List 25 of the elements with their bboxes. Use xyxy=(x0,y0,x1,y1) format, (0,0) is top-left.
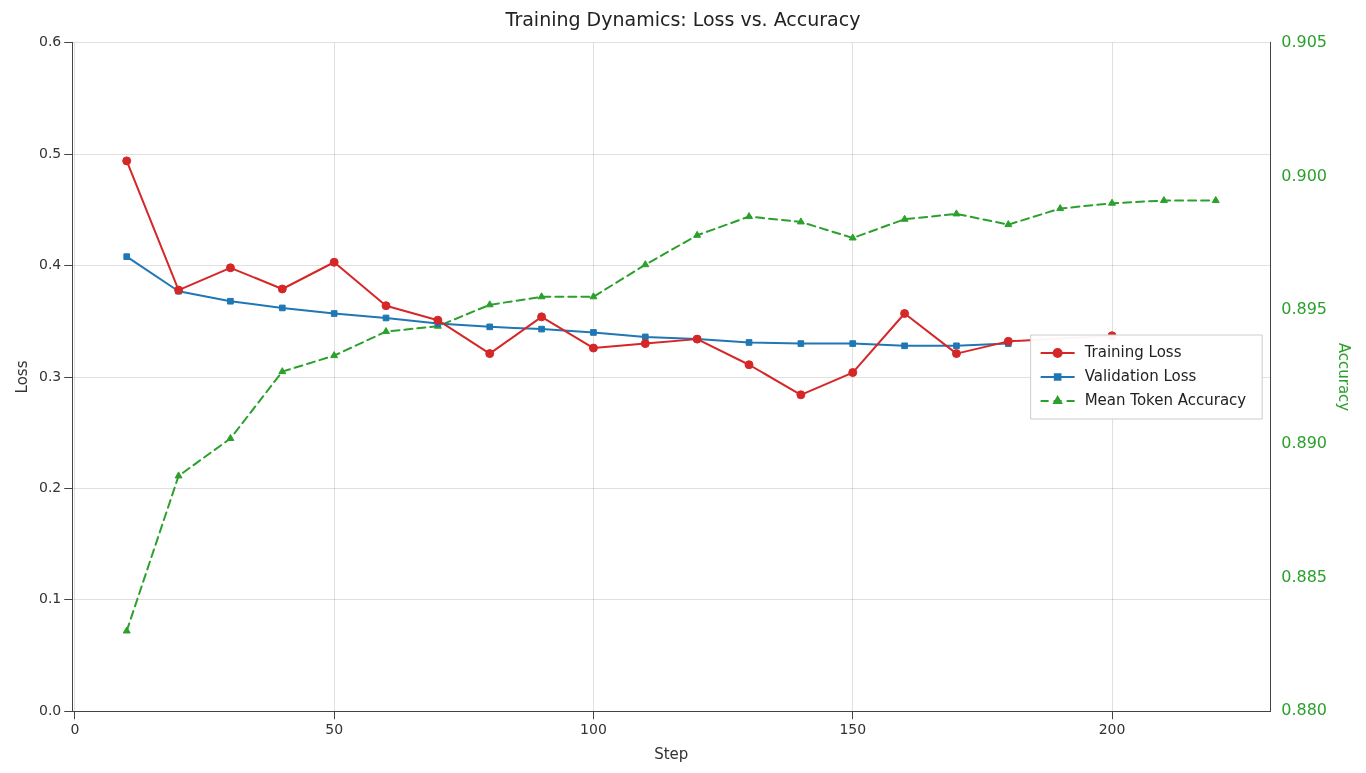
x-tick-label: 0 xyxy=(70,721,80,738)
y-tick-label: 0.2 xyxy=(39,479,62,496)
chart-title: Training Dynamics: Loss vs. Accuracy xyxy=(504,8,861,31)
y-tick-label: 0.0 xyxy=(39,701,62,718)
x-tick-label: 50 xyxy=(325,721,344,738)
x-tick-label: 200 xyxy=(1098,721,1126,738)
y2-tick-label: 0.880 xyxy=(1281,700,1328,720)
y-tick-label: 0.1 xyxy=(39,590,62,607)
y-axis-title: Loss xyxy=(12,360,31,394)
y-tick-label: 0.3 xyxy=(39,367,62,384)
y2-tick-label: 0.890 xyxy=(1281,433,1328,452)
x-axis-title: Step xyxy=(654,744,689,763)
x-tick-label: 100 xyxy=(580,721,607,738)
y2-tick-label: 0.895 xyxy=(1281,299,1328,319)
x-tick-label: 150 xyxy=(839,721,867,738)
y-tick-label: 0.6 xyxy=(39,33,62,50)
y2-tick-label: 0.900 xyxy=(1281,165,1328,185)
y-tick-label: 0.4 xyxy=(39,256,62,273)
legend-label: Training Loss xyxy=(1083,342,1182,361)
legend-label: Mean Token Accuracy xyxy=(1084,390,1247,409)
y-tick-label: 0.5 xyxy=(39,144,62,161)
y2-axis-title: Accuracy xyxy=(1335,342,1354,412)
y2-tick-label: 0.885 xyxy=(1281,566,1328,586)
y2-tick-label: 0.905 xyxy=(1281,31,1328,51)
legend-label: Validation Loss xyxy=(1084,366,1197,385)
